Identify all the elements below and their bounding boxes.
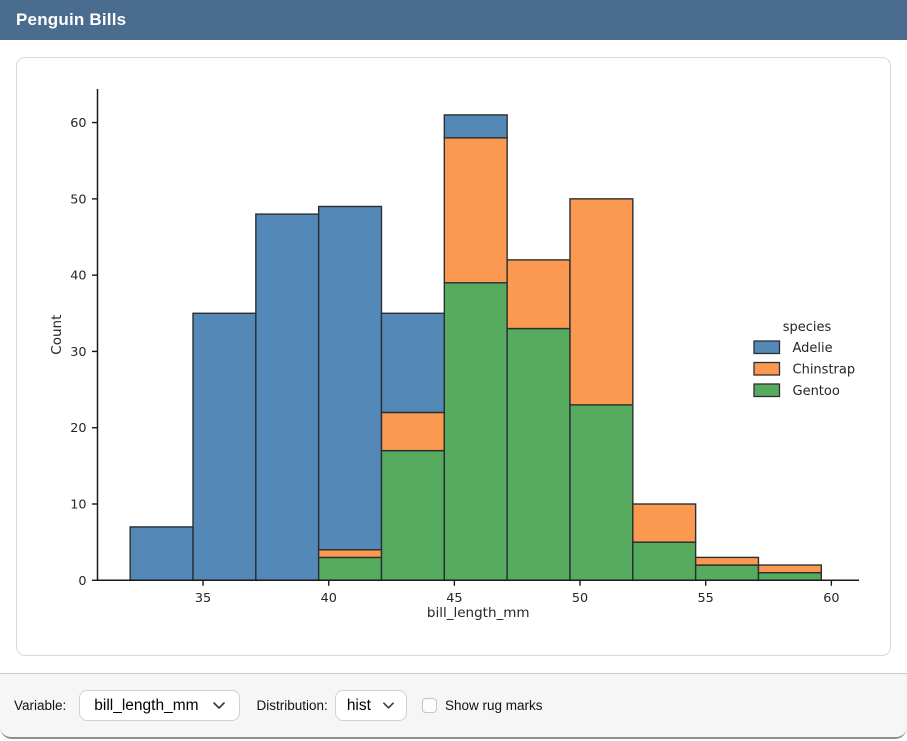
show-rug-checkbox[interactable] <box>421 698 437 713</box>
x-tick-label: 35 <box>195 591 211 606</box>
variable-select[interactable]: bill_length_mm <box>79 690 240 721</box>
y-tick-label: 60 <box>70 116 86 131</box>
x-tick-label: 40 <box>321 591 337 606</box>
bar-chinstrap-bin-3 <box>317 549 383 559</box>
show-rug-label: Show rug marks <box>444 698 543 713</box>
bar-gentoo-bin-3 <box>317 556 383 582</box>
x-tick-label: 45 <box>446 591 462 606</box>
chart-card: 35 40 45 50 55 60 0 10 20 30 40 50 60 bill_length_mm C… <box>16 57 891 656</box>
variable-select-value: bill_length_mm <box>94 696 199 714</box>
legend-swatch-chinstrap <box>753 361 781 376</box>
histogram-chart: 35 40 45 50 55 60 0 10 20 30 40 50 60 bill_length_mm C… <box>17 58 890 655</box>
distribution-select-value: hist <box>346 696 371 714</box>
bar-chinstrap-bin-9 <box>694 556 760 566</box>
bar-gentoo-bin-5 <box>443 282 508 582</box>
bar-chinstrap-bin-6 <box>506 259 571 330</box>
y-tick-label: 20 <box>70 421 86 436</box>
bar-gentoo-bin-10 <box>757 571 823 582</box>
x-tick-label: 50 <box>572 591 588 606</box>
bar-adelie-bin-0 <box>129 526 194 581</box>
y-tick-label: 0 <box>78 574 86 589</box>
y-axis-label: Count <box>49 315 65 355</box>
legend-swatch-gentoo <box>753 383 781 398</box>
bar-chinstrap-bin-4 <box>380 411 446 452</box>
bar-chinstrap-bin-5 <box>443 137 508 284</box>
y-tick-label: 30 <box>70 345 86 360</box>
app-header: Penguin Bills <box>0 0 907 40</box>
bar-adelie-bin-4 <box>380 312 446 414</box>
chevron-down-icon <box>382 701 395 710</box>
legend-title: species <box>783 320 832 335</box>
bar-adelie-bin-2 <box>255 213 320 582</box>
bar-gentoo-bin-9 <box>694 564 760 582</box>
bar-adelie-bin-1 <box>192 312 257 581</box>
legend-label-gentoo: Gentoo <box>793 384 840 399</box>
x-tick-label: 55 <box>698 591 714 606</box>
bar-gentoo-bin-7 <box>569 404 634 582</box>
y-tick-label: 40 <box>70 269 86 284</box>
distribution-label: Distribution: <box>256 698 328 713</box>
bar-chinstrap-bin-10 <box>757 564 823 574</box>
bar-chinstrap-bin-8 <box>632 503 697 543</box>
controls-toolbar: Variable: bill_length_mm Distribution: h… <box>0 673 907 737</box>
bar-gentoo-bin-8 <box>632 541 697 581</box>
bar-adelie-bin-5 <box>443 114 508 139</box>
bar-adelie-bin-3 <box>317 205 383 551</box>
histogram-svg: 35 40 45 50 55 60 0 10 20 30 40 50 60 bill_length_mm C… <box>49 89 859 621</box>
distribution-select[interactable]: hist <box>334 690 407 721</box>
chevron-down-icon <box>212 701 226 710</box>
legend-label-adelie: Adelie <box>793 341 833 356</box>
bar-gentoo-bin-6 <box>506 327 571 582</box>
bar-chinstrap-bin-7 <box>569 198 634 406</box>
bar-gentoo-bin-4 <box>380 449 446 582</box>
legend-swatch-adelie <box>753 340 781 355</box>
y-tick-label: 10 <box>70 498 86 513</box>
y-tick-label: 50 <box>70 192 86 207</box>
legend-label-chinstrap: Chinstrap <box>793 363 856 378</box>
variable-label: Variable: <box>14 698 67 713</box>
x-tick-label: 60 <box>823 591 839 606</box>
x-axis-label: bill_length_mm <box>427 605 530 621</box>
page-title: Penguin Bills <box>16 10 127 29</box>
